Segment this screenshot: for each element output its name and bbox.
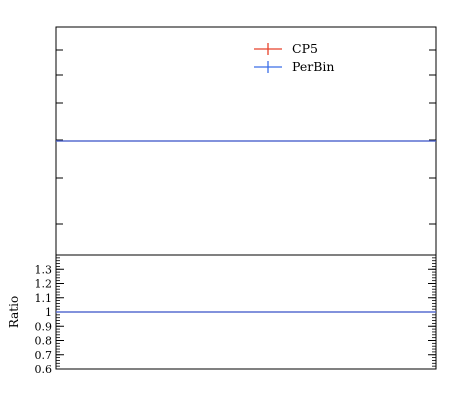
legend: CP5 PerBin	[254, 41, 334, 74]
ratio-tick-label: 0.7	[35, 349, 53, 362]
ratio-tick-label: 1.2	[35, 278, 53, 291]
main-panel: CP5 PerBin	[55, 26, 437, 256]
ratio-tick-label: 0.9	[35, 320, 53, 333]
legend-label-perbin: PerBin	[292, 59, 334, 74]
ratio-tick-label: 0.8	[35, 335, 53, 348]
legend-label-cp5: CP5	[292, 41, 318, 56]
ratio-y-ticks	[56, 254, 436, 370]
legend-entry-cp5: CP5	[254, 41, 318, 56]
ratio-panel: 0.60.70.8 0.911.11.2 1.3 Ratio	[7, 254, 437, 376]
ratio-tick-label: 0.6	[35, 363, 53, 376]
main-y-ticks	[56, 49, 436, 225]
ratio-tick-label: 1	[45, 306, 52, 319]
ratio-y-tick-labels: 0.60.70.8 0.911.11.2 1.3	[35, 263, 53, 376]
ratio-tick-label: 1.3	[35, 263, 53, 276]
ratio-y-axis-label: Ratio	[7, 296, 21, 328]
legend-entry-perbin: PerBin	[254, 59, 334, 74]
ratio-tick-label: 1.1	[35, 292, 53, 305]
